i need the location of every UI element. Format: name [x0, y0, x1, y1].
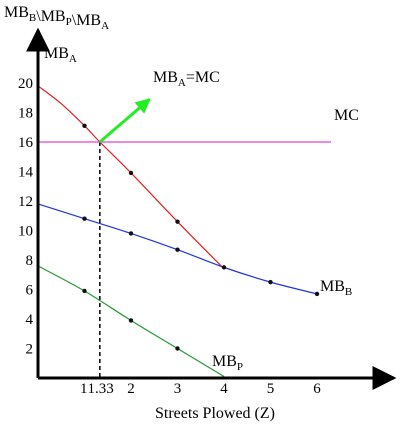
series-label-mba: MBA [44, 45, 77, 65]
series-mba-point [175, 219, 180, 224]
y-tick-14: 14 [18, 165, 34, 181]
series-mbb-point [221, 265, 227, 270]
series-mbb-point [268, 279, 273, 285]
series-mbb-point [128, 231, 134, 236]
y-tick-20: 20 [18, 76, 33, 92]
y-tick-2: 2 [26, 342, 34, 358]
series-mbb-point [175, 247, 180, 252]
annotation-label-mba-equals-mc: MBA=MC [153, 69, 220, 89]
series-mbb-point [314, 291, 320, 297]
x-tick-3: 3 [174, 381, 182, 397]
series-mbp-point [82, 288, 87, 294]
series-mba-point [128, 170, 134, 176]
x-tick-4: 4 [220, 381, 228, 397]
series-mbp-point [175, 346, 180, 351]
series-mba-point [82, 123, 87, 128]
x-tick-2: 2 [127, 381, 135, 397]
y-tick-16: 16 [18, 135, 34, 151]
x-tick-1: 1 [80, 381, 88, 397]
series-mbp-point [128, 318, 134, 323]
series-label-mbp: MBP [212, 353, 243, 373]
series-label-mbb: MBB [320, 278, 352, 298]
series-label-mc: MC [334, 107, 359, 124]
y-tick-18: 18 [18, 106, 33, 122]
y-tick-labels: 2 4 6 8 10 12 14 16 18 20 [18, 76, 34, 358]
x-tick-labels: 1 1.33 2 3 4 5 6 [80, 381, 321, 397]
x-tick-5: 5 [267, 381, 275, 397]
y-tick-10: 10 [18, 224, 33, 240]
y-axis-label: MBB\MBP\MBA [4, 4, 109, 32]
series-mbb-point [82, 216, 87, 221]
series-labels: MBA MBB MBP MC MBA=MC [44, 45, 359, 373]
annotation-arrow [98, 98, 151, 144]
y-tick-8: 8 [26, 253, 34, 269]
y-tick-4: 4 [26, 312, 34, 328]
plot-area [37, 85, 331, 378]
x-tick-6: 6 [313, 381, 321, 397]
x-tick-1-33: 1.33 [88, 381, 114, 397]
y-tick-6: 6 [26, 283, 34, 299]
x-axis-label: Streets Plowed (Z) [155, 405, 275, 422]
y-tick-12: 12 [18, 194, 33, 210]
